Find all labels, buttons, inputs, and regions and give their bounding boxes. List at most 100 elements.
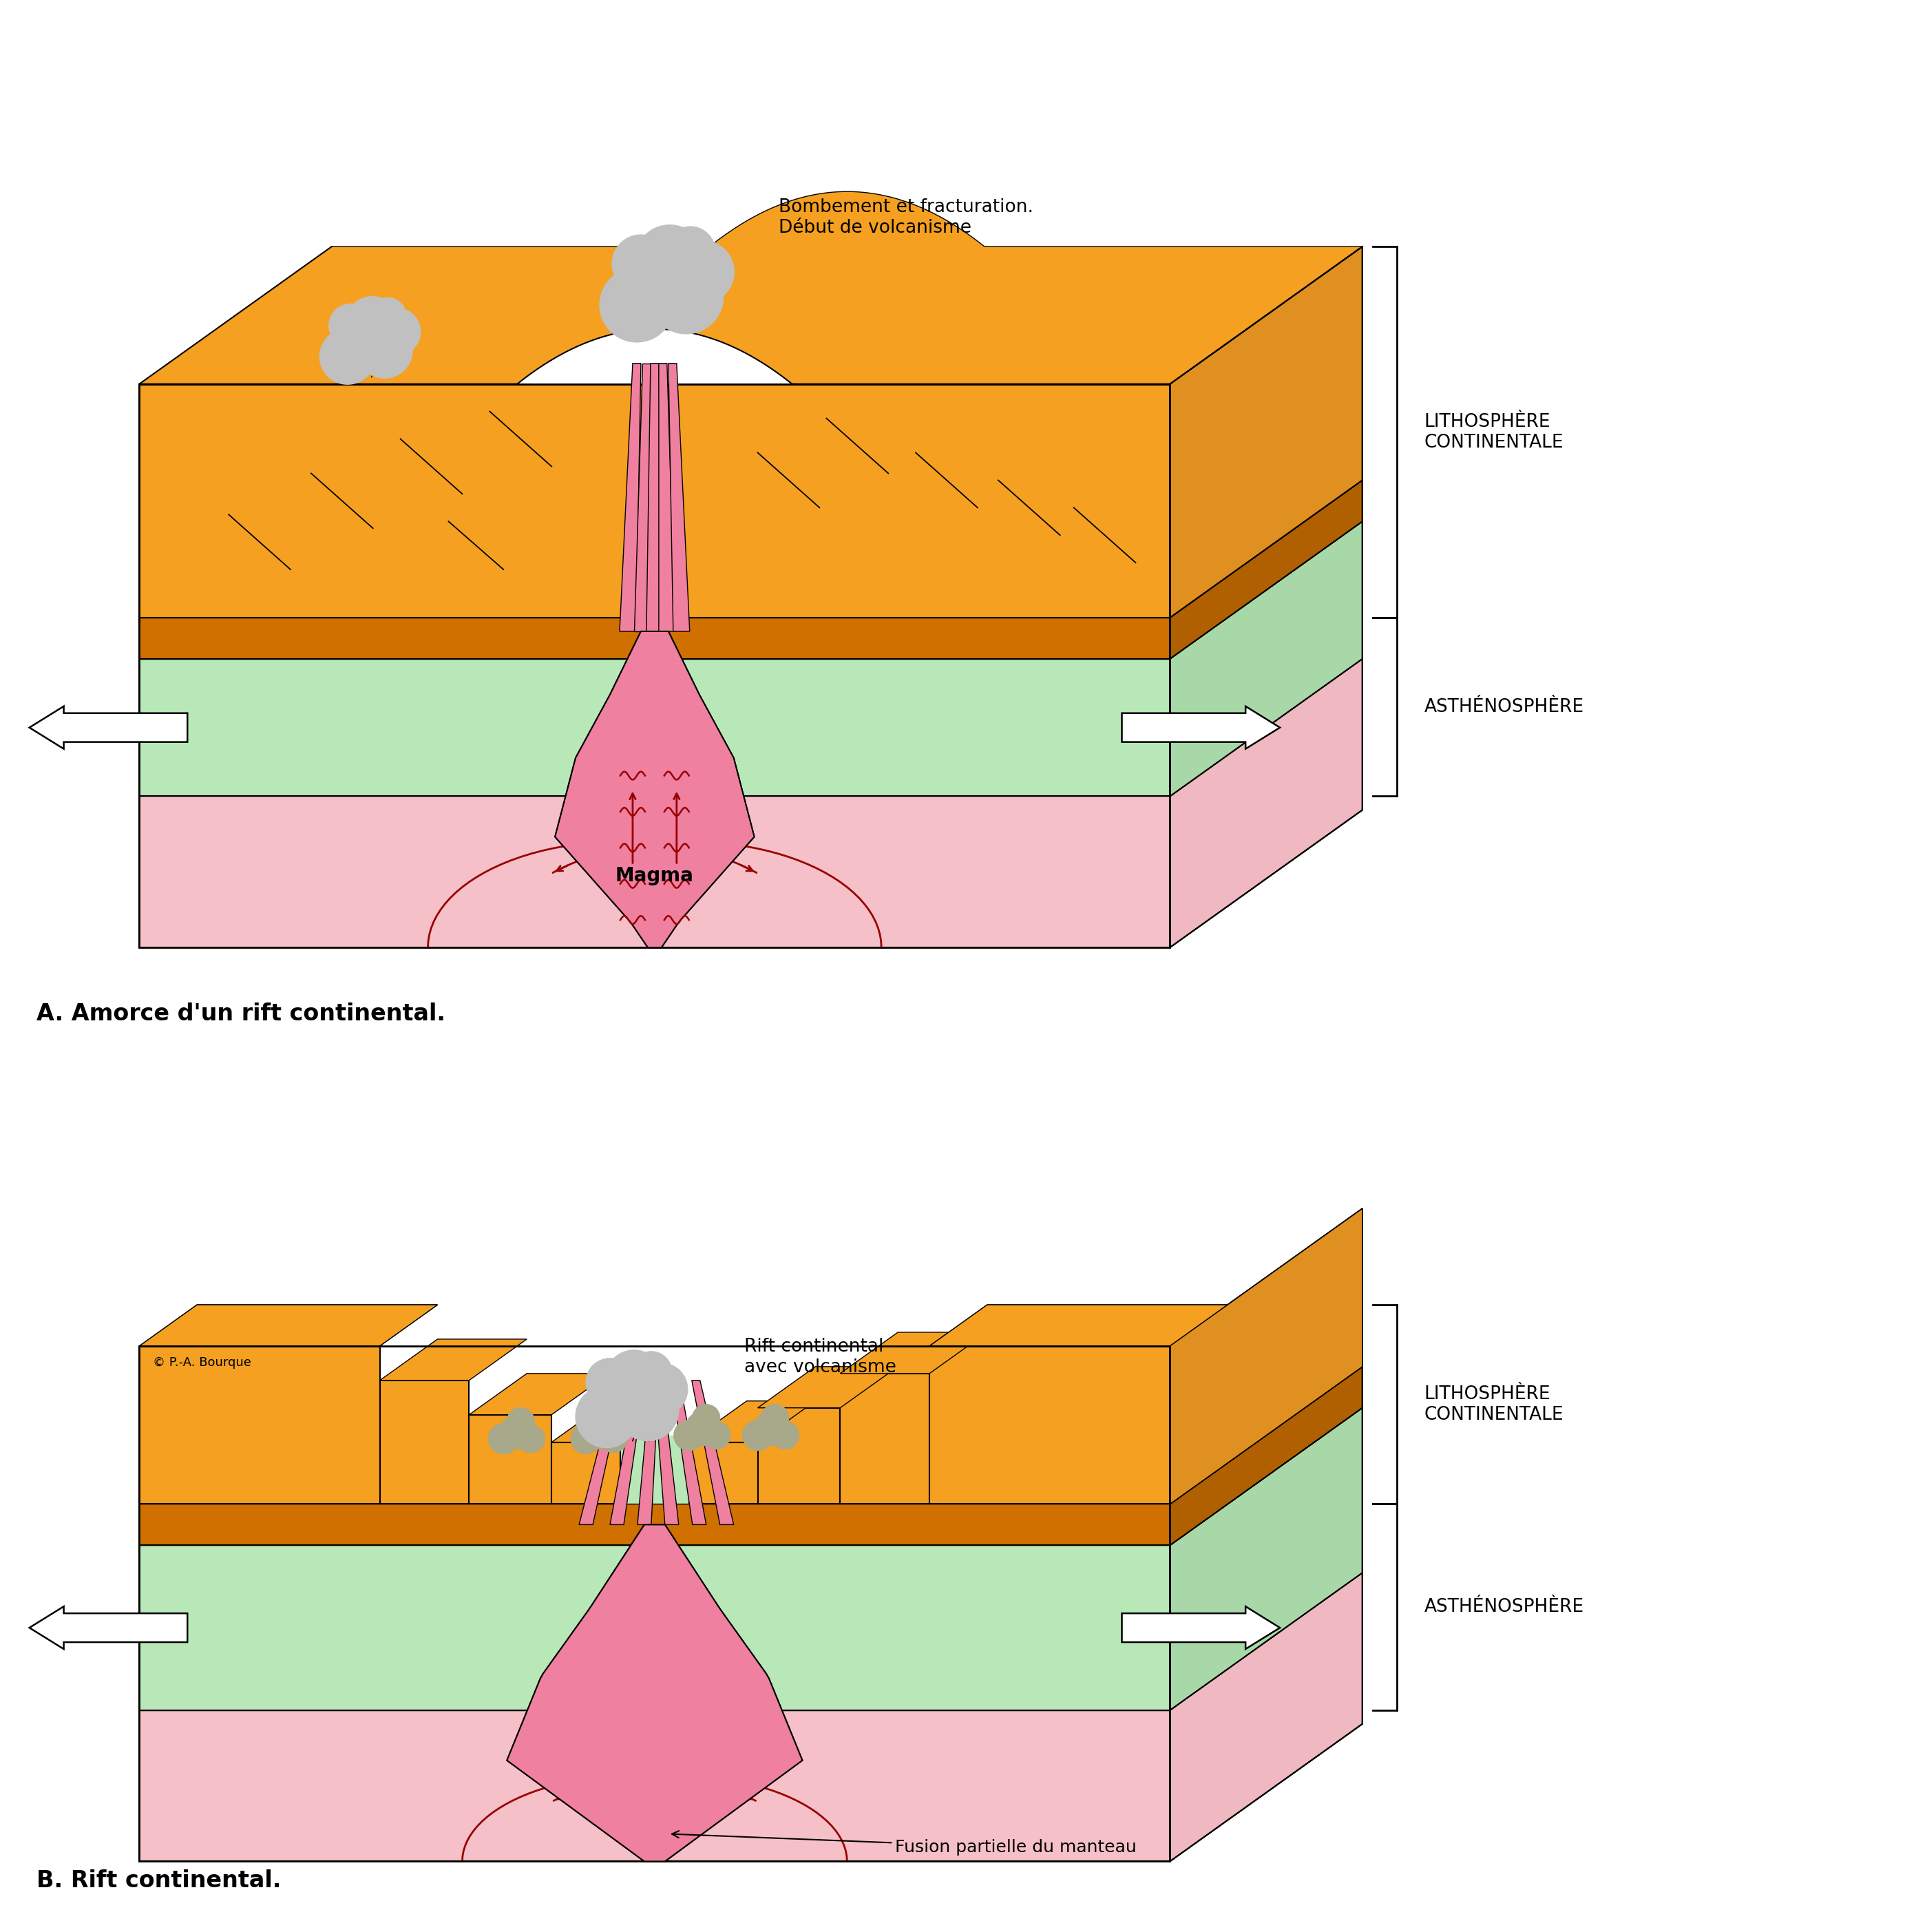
Polygon shape — [508, 1524, 803, 1861]
Circle shape — [686, 1410, 720, 1445]
Circle shape — [330, 303, 372, 348]
Circle shape — [772, 1422, 799, 1449]
Polygon shape — [140, 1503, 1171, 1546]
Polygon shape — [579, 1379, 625, 1524]
Polygon shape — [690, 1441, 757, 1503]
Polygon shape — [929, 1304, 1228, 1347]
Polygon shape — [1171, 1366, 1362, 1546]
Polygon shape — [690, 1401, 816, 1441]
Polygon shape — [621, 1435, 690, 1503]
Polygon shape — [140, 384, 1171, 618]
Circle shape — [600, 269, 674, 342]
Circle shape — [605, 1350, 663, 1408]
Polygon shape — [638, 1379, 659, 1524]
Text: Bombement et fracturation.
Début de volcanisme: Bombement et fracturation. Début de volc… — [778, 199, 1033, 238]
Circle shape — [630, 1352, 673, 1393]
Polygon shape — [469, 1374, 609, 1414]
Polygon shape — [552, 1441, 621, 1503]
Circle shape — [617, 240, 699, 321]
Circle shape — [636, 1364, 688, 1416]
Text: B. Rift continental.: B. Rift continental. — [36, 1870, 282, 1891]
Text: Rift continental
avec volcanisme: Rift continental avec volcanisme — [743, 1337, 897, 1376]
Polygon shape — [556, 632, 755, 947]
Circle shape — [370, 298, 406, 334]
Polygon shape — [1171, 522, 1362, 796]
Text: ASTHÉNOSPHÈRE: ASTHÉNOSPHÈRE — [1424, 1598, 1585, 1615]
Circle shape — [489, 1424, 519, 1455]
Polygon shape — [692, 1379, 734, 1524]
Circle shape — [743, 1420, 772, 1451]
Polygon shape — [929, 1347, 1171, 1503]
Circle shape — [320, 328, 376, 384]
Polygon shape — [757, 1366, 899, 1408]
Polygon shape — [508, 1524, 803, 1861]
Circle shape — [571, 1424, 602, 1455]
Circle shape — [582, 1414, 617, 1449]
Polygon shape — [1171, 1209, 1362, 1503]
FancyArrow shape — [1123, 707, 1280, 750]
Circle shape — [374, 309, 420, 355]
Circle shape — [331, 307, 395, 369]
Circle shape — [356, 323, 412, 379]
Circle shape — [347, 296, 399, 348]
Polygon shape — [619, 363, 642, 632]
Circle shape — [517, 1426, 544, 1453]
Polygon shape — [1171, 659, 1362, 947]
Circle shape — [671, 242, 734, 303]
Circle shape — [703, 1422, 730, 1449]
Polygon shape — [659, 363, 674, 632]
Polygon shape — [1171, 1209, 1362, 1503]
Polygon shape — [140, 1304, 437, 1347]
Polygon shape — [634, 363, 651, 632]
Text: LITHOSPHÈRE
CONTINENTALE: LITHOSPHÈRE CONTINENTALE — [1424, 413, 1563, 452]
Circle shape — [508, 1408, 535, 1435]
Polygon shape — [379, 1379, 469, 1503]
Circle shape — [600, 1426, 627, 1453]
Polygon shape — [140, 1546, 1171, 1710]
Circle shape — [617, 1379, 678, 1441]
Polygon shape — [757, 1408, 839, 1503]
Circle shape — [674, 1420, 703, 1451]
Circle shape — [586, 1358, 634, 1406]
Circle shape — [611, 236, 671, 292]
FancyArrow shape — [29, 707, 188, 750]
Polygon shape — [839, 1374, 929, 1503]
Circle shape — [500, 1414, 535, 1449]
Polygon shape — [140, 618, 1171, 659]
Polygon shape — [552, 1401, 678, 1441]
Circle shape — [590, 1408, 617, 1435]
Circle shape — [575, 1385, 638, 1447]
Circle shape — [590, 1362, 657, 1430]
FancyArrow shape — [29, 1605, 188, 1650]
Polygon shape — [140, 1710, 1171, 1861]
Polygon shape — [1171, 1408, 1362, 1710]
Circle shape — [692, 1405, 720, 1432]
Polygon shape — [669, 363, 690, 632]
Polygon shape — [1171, 247, 1362, 618]
Polygon shape — [140, 1347, 379, 1503]
Text: Magma: Magma — [615, 866, 694, 885]
Polygon shape — [140, 1304, 437, 1347]
Polygon shape — [1171, 481, 1362, 659]
Polygon shape — [379, 1339, 527, 1379]
Polygon shape — [140, 191, 1362, 384]
Text: LITHOSPHÈRE
CONTINENTALE: LITHOSPHÈRE CONTINENTALE — [1424, 1385, 1563, 1424]
Text: Fusion partielle du manteau: Fusion partielle du manteau — [673, 1832, 1136, 1857]
Polygon shape — [469, 1414, 552, 1503]
Text: A. Amorce d'un rift continental.: A. Amorce d'un rift continental. — [36, 1003, 445, 1026]
Polygon shape — [653, 1379, 678, 1524]
Polygon shape — [140, 659, 1171, 796]
Polygon shape — [839, 1333, 987, 1374]
Polygon shape — [929, 1304, 1228, 1347]
Polygon shape — [140, 796, 1171, 947]
Circle shape — [634, 224, 705, 294]
Text: ASTHÉNOSPHÈRE: ASTHÉNOSPHÈRE — [1424, 697, 1585, 717]
FancyArrow shape — [1123, 1605, 1280, 1650]
Circle shape — [665, 226, 715, 276]
Polygon shape — [671, 1379, 707, 1524]
Text: © P.-A. Bourque: © P.-A. Bourque — [153, 1356, 251, 1368]
Polygon shape — [556, 632, 755, 947]
Circle shape — [761, 1405, 789, 1432]
Circle shape — [755, 1410, 789, 1445]
Polygon shape — [609, 1379, 646, 1524]
